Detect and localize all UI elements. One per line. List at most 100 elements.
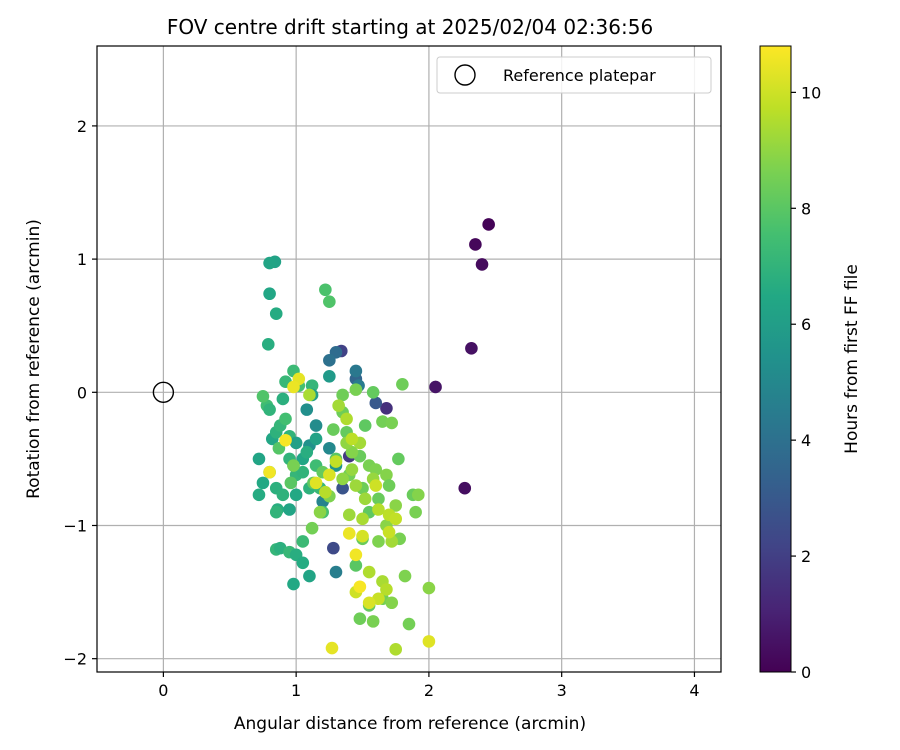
reference-marker: [152, 381, 175, 403]
y-axis-label: Rotation from reference (arcmin): [24, 219, 44, 499]
data-point: [269, 505, 283, 519]
data-point: [296, 556, 310, 570]
data-point: [342, 508, 356, 522]
x-axis-label: Angular distance from reference (arcmin): [234, 714, 586, 734]
data-point: [319, 485, 332, 499]
data-point: [327, 541, 340, 555]
colorbar-tick-label: 8: [801, 199, 811, 218]
legend: Reference platepar: [436, 56, 712, 94]
data-point: [349, 479, 363, 492]
data-point: [396, 378, 409, 391]
data-point: [389, 512, 403, 526]
data-point: [369, 479, 383, 492]
data-point: [256, 389, 270, 403]
data-point: [289, 488, 303, 502]
data-point: [369, 396, 383, 410]
data-point: [309, 476, 323, 490]
data-point: [261, 338, 275, 351]
data-point: [284, 476, 298, 490]
data-point: [309, 432, 323, 446]
data-point: [313, 505, 327, 519]
data-point: [323, 370, 336, 383]
data-point: [345, 445, 359, 459]
data-point: [336, 481, 349, 495]
data-point: [366, 615, 380, 628]
data-point: [256, 476, 270, 490]
data-point: [325, 641, 339, 655]
data-point: [402, 617, 416, 631]
data-point: [300, 445, 314, 459]
data-point: [392, 452, 405, 466]
data-point: [309, 419, 323, 432]
data-point: [329, 565, 343, 579]
data-point: [411, 488, 425, 502]
data-point: [358, 492, 372, 506]
y-tick-label: 0: [77, 383, 87, 402]
data-point: [276, 488, 290, 502]
plot-frame: [96, 45, 722, 673]
data-point: [263, 403, 276, 416]
x-tick-label: 3: [557, 681, 567, 700]
data-point: [382, 479, 396, 492]
data-point: [372, 492, 385, 506]
colorbar-tick-label: 0: [801, 663, 811, 682]
data-point: [279, 433, 292, 447]
data-point: [332, 399, 345, 412]
legend-marker: [454, 64, 476, 86]
data-point: [252, 452, 266, 466]
data-point: [372, 535, 385, 548]
data-point: [305, 521, 319, 535]
x-tick-label: 1: [291, 681, 301, 700]
data-point: [329, 455, 343, 468]
data-point: [276, 392, 290, 406]
data-point: [327, 423, 340, 436]
data-point: [319, 283, 332, 297]
data-point: [356, 512, 369, 526]
data-point: [458, 481, 472, 495]
data-point: [385, 416, 399, 430]
data-point: [380, 401, 393, 415]
data-point: [252, 488, 266, 502]
chart-title: FOV centre drift starting at 2025/02/04 …: [167, 15, 653, 39]
data-point: [382, 525, 396, 539]
data-point: [349, 383, 363, 396]
colorbar-tick-label: 10: [801, 83, 821, 102]
data-point: [342, 527, 356, 540]
data-point: [475, 258, 489, 271]
data-point: [345, 432, 359, 446]
data-point: [409, 505, 422, 519]
data-point: [300, 403, 314, 416]
data-point: [353, 612, 367, 626]
data-point: [380, 583, 393, 596]
data-point: [289, 436, 303, 450]
colorbar: 0 2 4 6 8 10 Hours from first FF file: [759, 45, 862, 682]
data-point: [398, 569, 412, 583]
data-point: [362, 565, 376, 579]
data-point: [287, 380, 300, 394]
data-point: [372, 503, 385, 516]
data-point: [336, 472, 349, 486]
data-point: [358, 419, 372, 432]
y-tick-label: 2: [77, 117, 87, 136]
y-tick-label: −2: [63, 650, 87, 669]
data-point: [336, 388, 349, 402]
data-point: [263, 465, 276, 479]
data-point: [356, 529, 369, 543]
data-point: [269, 307, 283, 321]
data-point: [366, 385, 380, 399]
colorbar-gradient: [759, 45, 792, 673]
data-point: [296, 465, 310, 479]
data-point: [465, 342, 478, 355]
data-point: [287, 577, 300, 591]
data-point: [389, 643, 403, 656]
x-tick-label: 4: [689, 681, 699, 700]
data-point: [362, 596, 376, 610]
axis-ticks: 0 1 2 3 4 −2 −1 0 1 2: [63, 117, 699, 700]
data-point: [380, 468, 393, 482]
data-points: [252, 218, 495, 656]
data-point: [303, 388, 316, 402]
colorbar-tick-label: 4: [801, 431, 811, 450]
y-tick-label: −1: [63, 516, 87, 535]
colorbar-label: Hours from first FF file: [842, 264, 862, 454]
